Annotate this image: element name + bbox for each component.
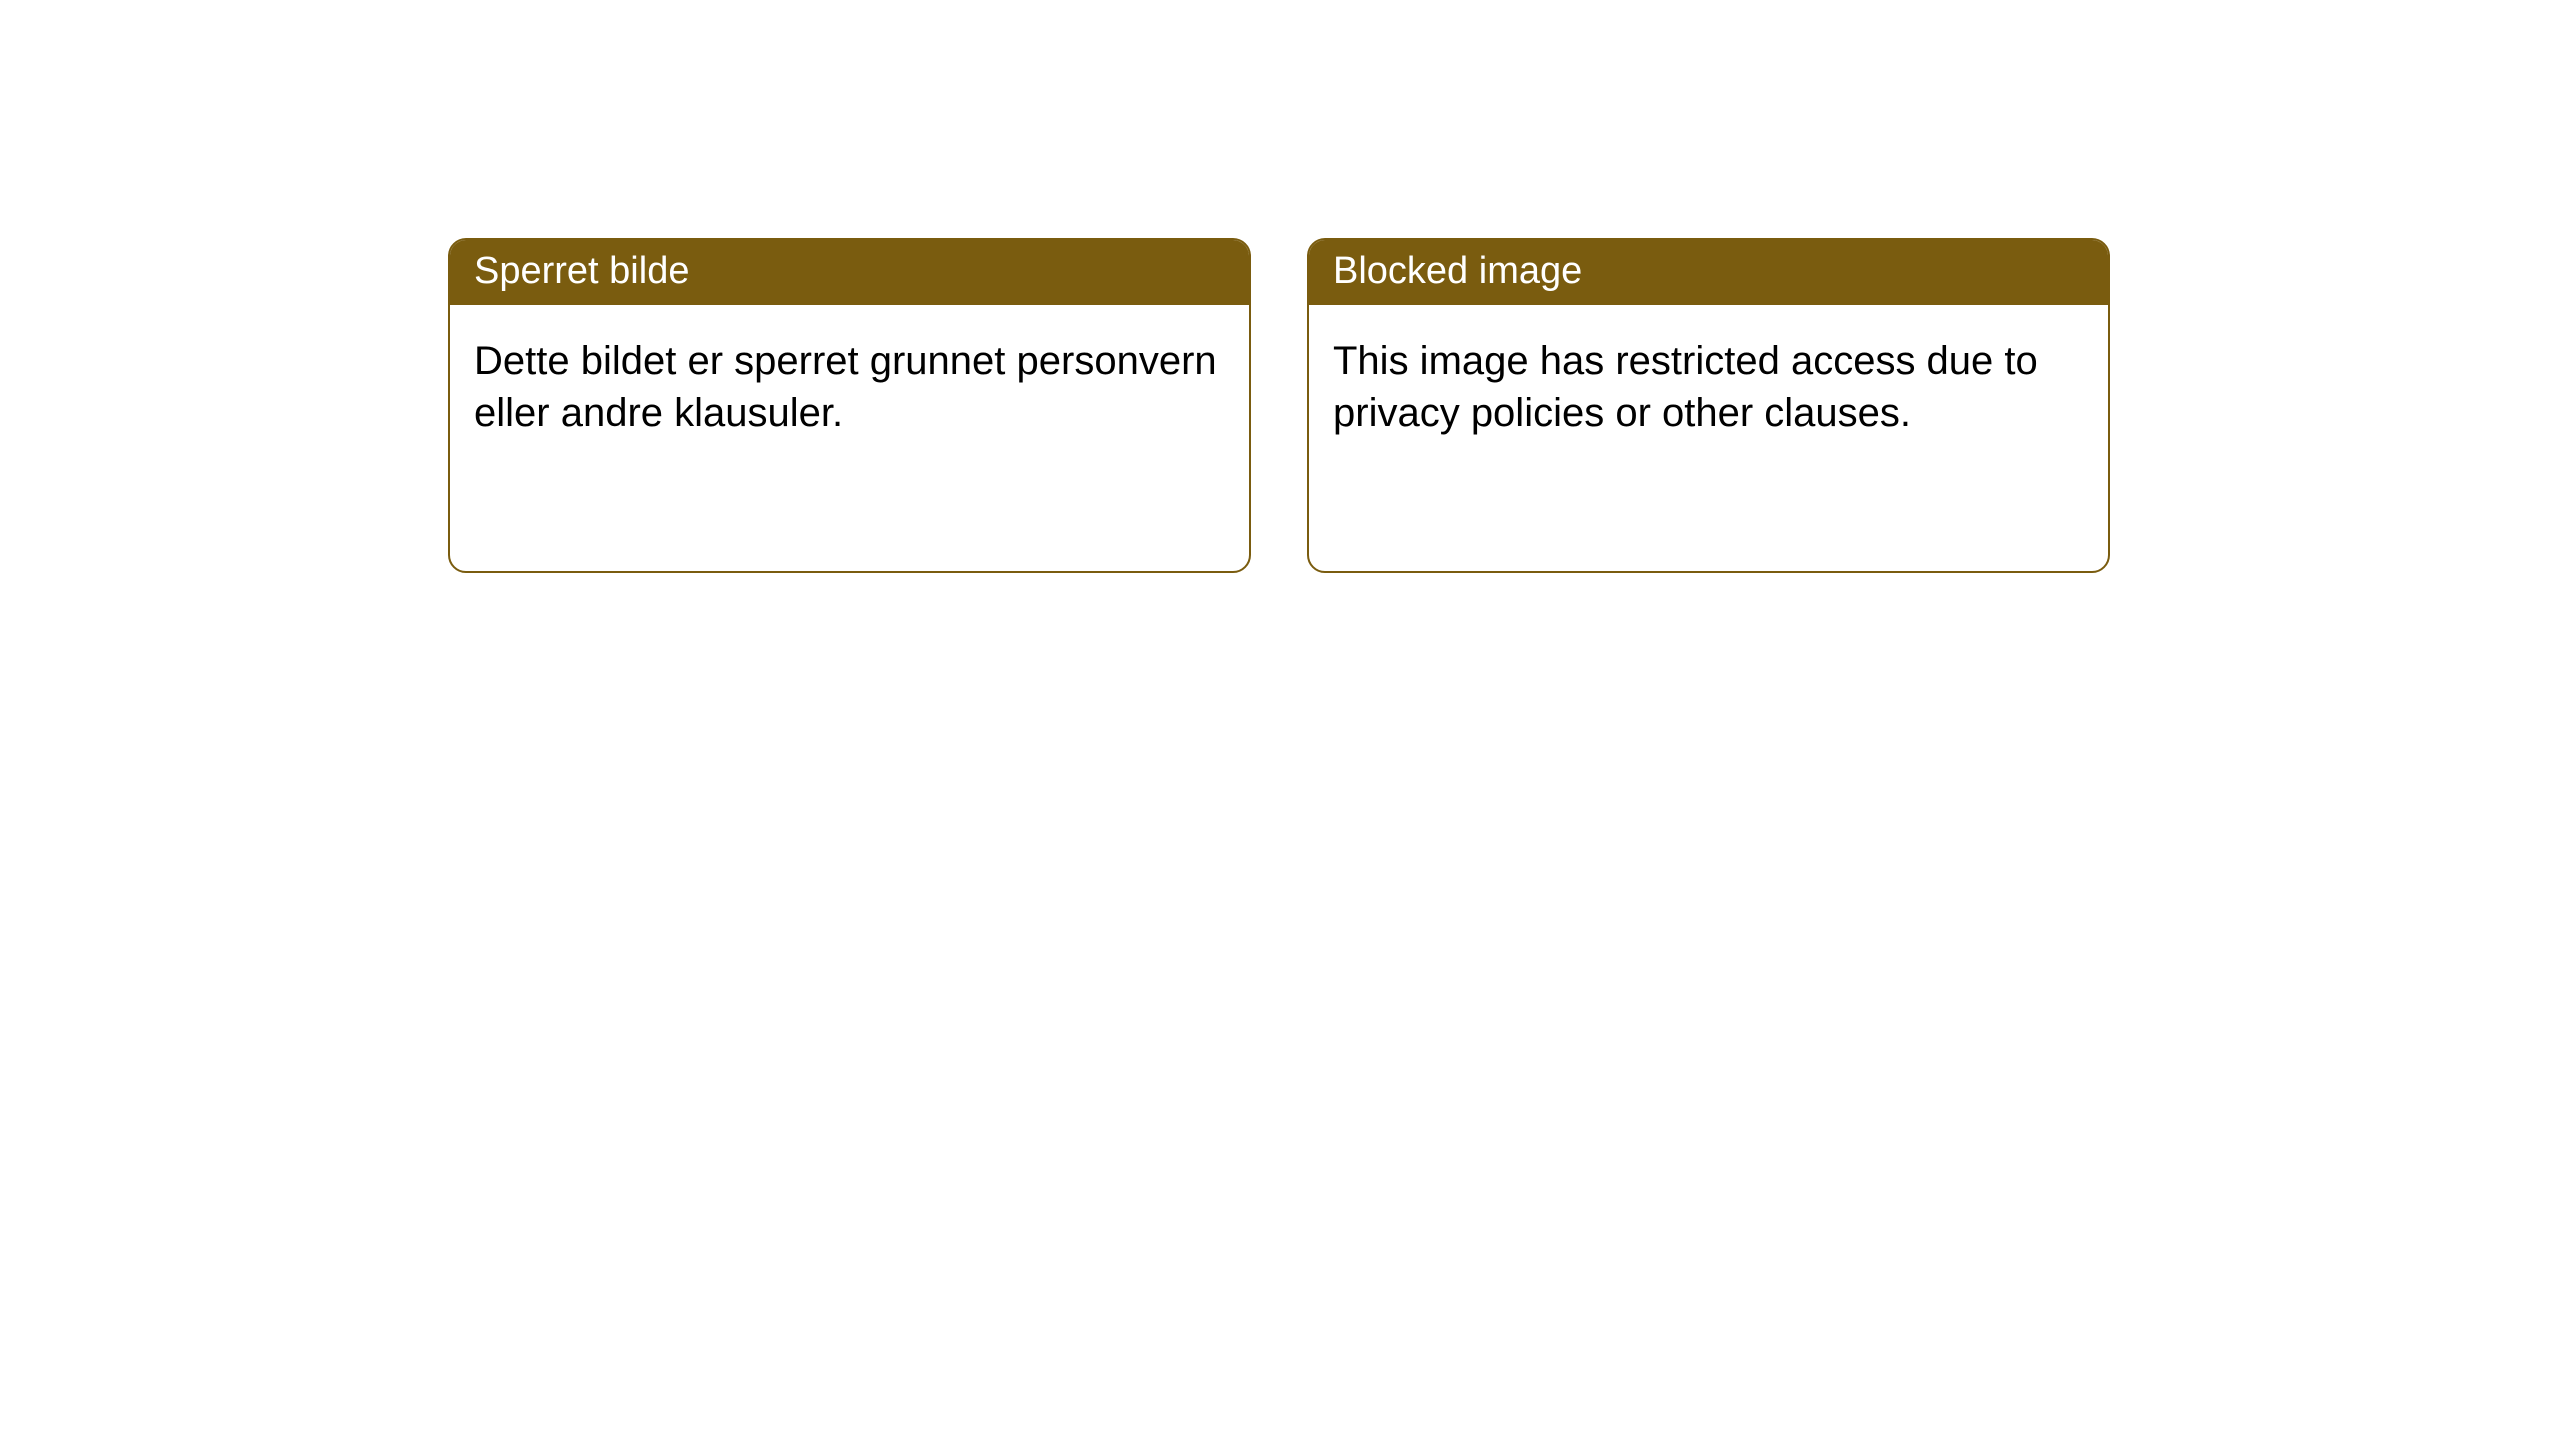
- notice-card-english: Blocked image This image has restricted …: [1307, 238, 2110, 573]
- notice-body-text: Dette bildet er sperret grunnet personve…: [474, 339, 1217, 435]
- notice-body-text: This image has restricted access due to …: [1333, 339, 2038, 435]
- notice-body: Dette bildet er sperret grunnet personve…: [450, 305, 1249, 463]
- notice-title: Blocked image: [1333, 250, 1582, 292]
- notice-container: Sperret bilde Dette bildet er sperret gr…: [0, 0, 2560, 573]
- notice-header: Blocked image: [1309, 240, 2108, 305]
- notice-title: Sperret bilde: [474, 250, 689, 292]
- notice-body: This image has restricted access due to …: [1309, 305, 2108, 463]
- notice-header: Sperret bilde: [450, 240, 1249, 305]
- notice-card-norwegian: Sperret bilde Dette bildet er sperret gr…: [448, 238, 1251, 573]
